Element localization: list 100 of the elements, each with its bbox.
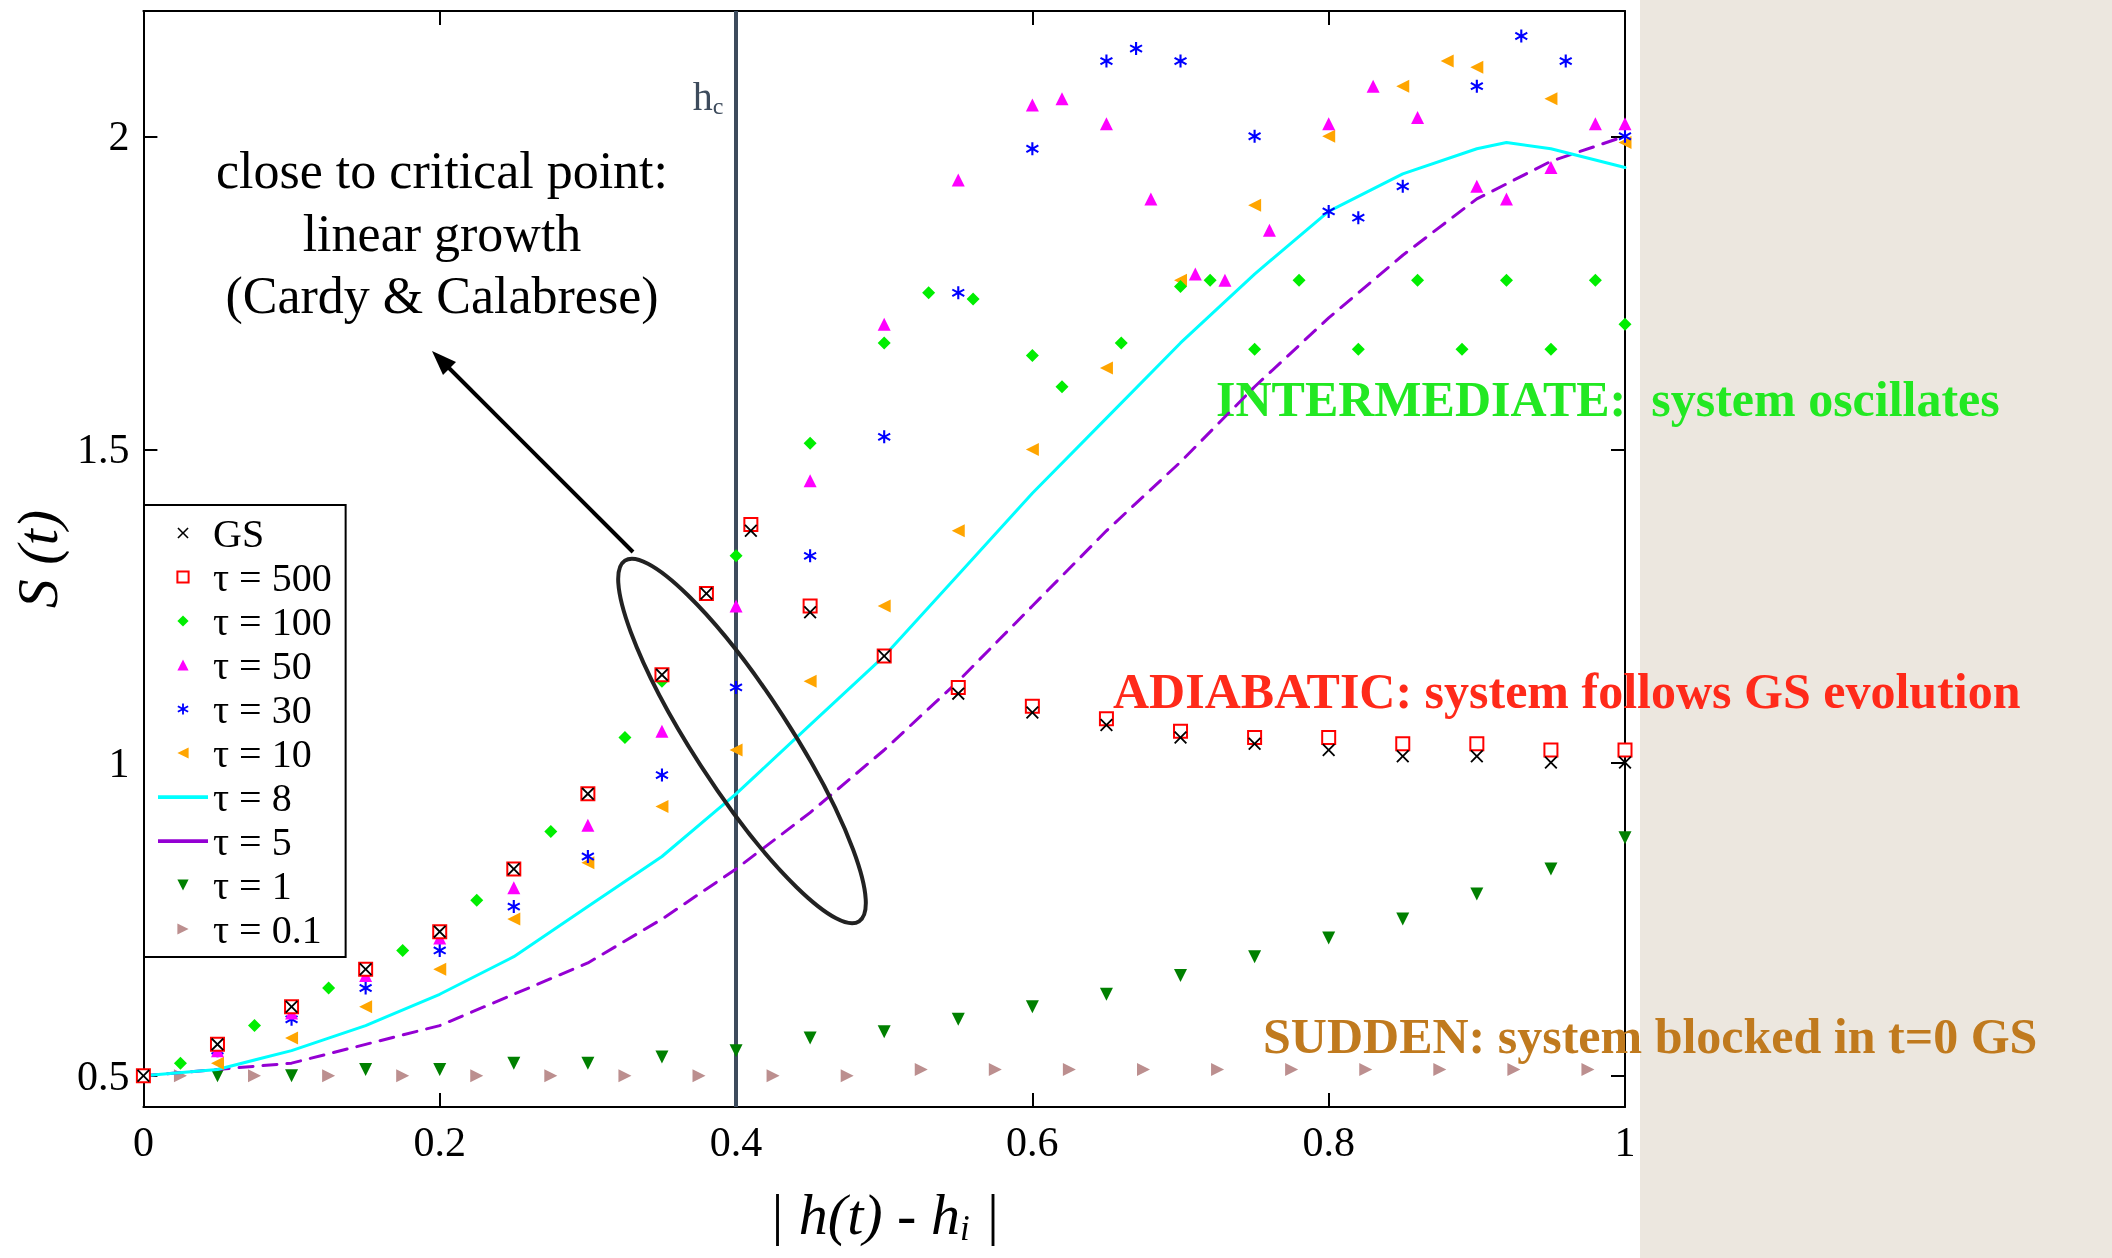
- point: [1470, 749, 1484, 763]
- y-tick-label: 2: [108, 113, 130, 160]
- point: [1025, 442, 1039, 456]
- point: [1174, 730, 1188, 744]
- point: [766, 1069, 780, 1083]
- legend-label: τ = 8: [213, 774, 292, 820]
- point: [1285, 1062, 1299, 1076]
- point: [1248, 342, 1262, 356]
- point: [922, 286, 936, 300]
- point: [1321, 729, 1337, 745]
- point: [285, 1069, 299, 1083]
- legend-label: GS: [213, 510, 265, 556]
- point: [173, 1056, 187, 1070]
- point: [1366, 79, 1380, 93]
- point: [1359, 1062, 1373, 1076]
- point: [1248, 129, 1262, 143]
- point: [1544, 161, 1558, 175]
- point: [1499, 273, 1513, 287]
- point: [544, 1069, 558, 1083]
- point: [1411, 273, 1425, 287]
- point: [1411, 110, 1425, 124]
- y-axis-title: S (t): [4, 509, 70, 609]
- point: [1396, 912, 1410, 926]
- point: [1099, 361, 1113, 375]
- point: [1544, 342, 1558, 356]
- point: [1174, 968, 1188, 982]
- point: [803, 674, 817, 688]
- legend-label: τ = 5: [213, 818, 292, 864]
- point: [1174, 280, 1188, 294]
- point: [1617, 742, 1633, 758]
- point: [951, 1012, 965, 1026]
- point: [1618, 117, 1632, 131]
- point: [1618, 317, 1632, 331]
- point: [507, 881, 521, 895]
- point: [803, 549, 817, 563]
- point: [1025, 98, 1039, 112]
- point: [1322, 117, 1336, 131]
- point: [581, 1056, 595, 1070]
- point: [729, 680, 743, 694]
- point: [1322, 204, 1336, 218]
- point: [729, 743, 743, 757]
- legend-label: τ = 10: [213, 730, 312, 776]
- legend-label: τ = 30: [213, 686, 312, 732]
- y-tick-label: 1.5: [76, 426, 130, 473]
- point: [1588, 273, 1602, 287]
- point: [248, 1019, 262, 1033]
- point: [803, 436, 817, 450]
- x-tick-label: 0.4: [709, 1119, 763, 1165]
- legend-label: τ = 100: [213, 598, 332, 644]
- point: [1544, 862, 1558, 876]
- point: [1174, 54, 1188, 68]
- point: [1025, 348, 1039, 362]
- y-tick-label: 1: [108, 739, 130, 786]
- point: [1559, 54, 1573, 68]
- point: [1055, 92, 1069, 106]
- point: [1248, 198, 1262, 212]
- point: [1470, 60, 1484, 74]
- point: [1211, 1062, 1225, 1076]
- point: [951, 173, 965, 187]
- x-tick-label: 0.8: [1302, 1119, 1355, 1165]
- legend-label: τ = 500: [213, 554, 332, 600]
- point: [1618, 831, 1632, 845]
- point: [1114, 336, 1128, 350]
- point: [1455, 342, 1469, 356]
- point: [433, 943, 447, 957]
- point: [1262, 223, 1276, 237]
- point: [1396, 179, 1410, 193]
- x-tick-label: 0: [132, 1119, 154, 1165]
- point: [803, 474, 817, 488]
- point: [1351, 342, 1365, 356]
- point: [877, 599, 891, 613]
- point: [744, 524, 758, 538]
- point: [1470, 79, 1484, 93]
- point: [951, 286, 965, 300]
- point: [1248, 737, 1262, 751]
- y-tick-label: 0.5: [76, 1052, 130, 1099]
- point: [655, 724, 669, 738]
- point: [322, 981, 336, 995]
- point: [951, 687, 965, 701]
- point: [840, 1069, 854, 1083]
- ref-line-label: hc: [692, 73, 724, 119]
- legend-label: τ = 50: [213, 642, 312, 688]
- point: [1618, 129, 1632, 143]
- point: [618, 1069, 632, 1083]
- point: [1470, 887, 1484, 901]
- point: [1025, 705, 1039, 719]
- point: [285, 1031, 299, 1045]
- point: [655, 799, 669, 813]
- point: [692, 1069, 706, 1083]
- point: [988, 1062, 1002, 1076]
- point: [1099, 54, 1113, 68]
- point: [1543, 742, 1559, 758]
- point: [914, 1062, 928, 1076]
- point: [729, 1044, 743, 1058]
- point: [655, 768, 669, 782]
- point: [470, 893, 484, 907]
- point: [210, 1056, 224, 1070]
- point: [1544, 92, 1558, 106]
- point: [433, 962, 447, 976]
- point: [877, 430, 891, 444]
